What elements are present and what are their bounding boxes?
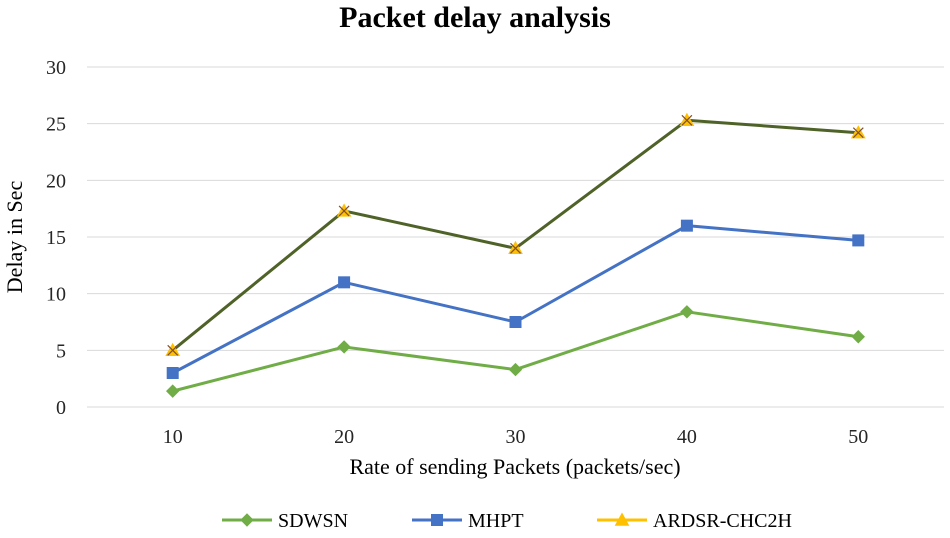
legend-marker bbox=[240, 513, 254, 527]
y-tick-label: 20 bbox=[46, 170, 66, 192]
data-point bbox=[680, 305, 694, 319]
legend-label: MHPT bbox=[468, 510, 524, 532]
data-point bbox=[852, 234, 865, 247]
y-axis-label: Delay in Sec bbox=[2, 181, 27, 294]
series-ardsr-chc2h bbox=[165, 112, 866, 357]
data-point bbox=[337, 340, 351, 354]
data-point-cross bbox=[852, 127, 864, 139]
data-point-cross bbox=[167, 344, 179, 356]
legend-item: SDWSN bbox=[222, 510, 348, 532]
y-tick-label: 5 bbox=[56, 340, 66, 362]
data-point bbox=[680, 219, 693, 232]
y-tick-label: 0 bbox=[56, 397, 66, 419]
legend-marker bbox=[431, 514, 443, 526]
data-point bbox=[509, 316, 522, 328]
y-tick-label: 30 bbox=[46, 57, 66, 79]
legend-item: MHPT bbox=[412, 510, 524, 532]
data-point bbox=[165, 384, 180, 398]
legend-label: SDWSN bbox=[278, 510, 348, 532]
data-point-cross bbox=[338, 205, 350, 217]
x-axis-ticks: 10 20 30 40 50 bbox=[163, 426, 869, 448]
data-point-cross bbox=[681, 114, 693, 126]
legend-label: ARDSR-CHC2H bbox=[653, 510, 792, 532]
y-tick-label: 15 bbox=[46, 227, 66, 249]
y-axis-ticks: 0 5 10 15 20 25 30 bbox=[46, 57, 66, 419]
y-tick-label: 10 bbox=[46, 284, 66, 306]
series-layer bbox=[165, 112, 866, 398]
data-point bbox=[166, 367, 179, 379]
series-sdwsn bbox=[165, 305, 866, 398]
legend-item: ARDSR-CHC2H bbox=[597, 510, 792, 532]
chart-title: Packet delay analysis bbox=[339, 1, 611, 34]
gridlines bbox=[87, 66, 944, 408]
data-point-cross bbox=[510, 242, 521, 254]
legend: SDWSN MHPT ARDSR-CHC2H bbox=[222, 510, 792, 532]
series-mhpt bbox=[166, 219, 865, 379]
x-tick-label: 30 bbox=[506, 426, 526, 448]
x-tick-label: 10 bbox=[163, 426, 183, 448]
x-tick-label: 20 bbox=[334, 426, 354, 448]
x-tick-label: 50 bbox=[848, 426, 868, 448]
data-point bbox=[338, 276, 351, 289]
y-tick-label: 25 bbox=[46, 114, 66, 136]
series-line bbox=[171, 118, 859, 352]
data-point bbox=[851, 330, 866, 344]
x-tick-label: 40 bbox=[677, 426, 697, 448]
data-point bbox=[508, 362, 523, 377]
legend-marker bbox=[614, 512, 630, 526]
x-axis-label: Rate of sending Packets (packets/sec) bbox=[349, 454, 680, 479]
